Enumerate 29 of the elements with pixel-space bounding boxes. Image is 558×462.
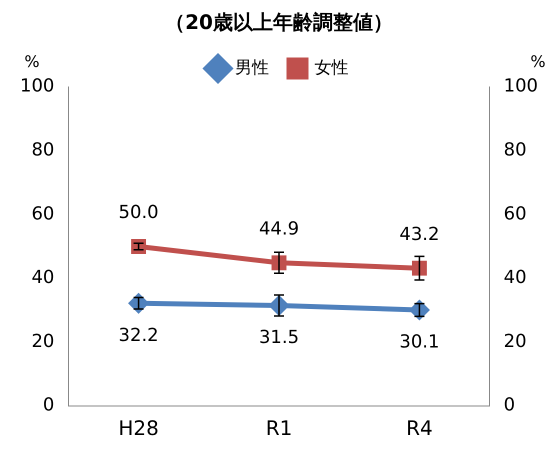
y2-tick-label: 0: [504, 394, 516, 416]
data-label: 31.5: [258, 327, 300, 348]
x-tick-label: R1: [266, 416, 292, 440]
y-tick-label: 100: [20, 76, 54, 97]
y2-axis-title: %: [530, 52, 546, 72]
y-tick-label: 20: [31, 330, 54, 352]
point: [410, 300, 429, 320]
data-label: 44.9: [258, 218, 300, 240]
y2-tick-label: 100: [504, 76, 538, 97]
y2-tick-label: 80: [504, 139, 527, 160]
chart-title: （20歳以上年齢調整値）: [165, 10, 393, 34]
y-tick-label: 0: [42, 394, 54, 416]
y2-tick-label: 60: [504, 203, 527, 224]
data-label: 30.1: [399, 332, 440, 353]
y2-tick-label: 40: [504, 267, 527, 288]
y-axis-title: %: [24, 52, 40, 72]
legend-label: 男性: [235, 58, 269, 78]
data-label: 43.2: [399, 224, 440, 245]
point: [131, 239, 146, 254]
data-label: 50.0: [118, 202, 159, 224]
y-tick-label: 80: [31, 139, 54, 160]
y2-tick-label: 20: [504, 330, 527, 352]
x-tick-label: R4: [406, 416, 433, 440]
y-tick-label: 60: [31, 203, 54, 224]
legend-label: 女性: [314, 58, 348, 78]
point: [129, 294, 148, 313]
data-label: 32.2: [118, 324, 159, 346]
x-tick-label: H28: [118, 416, 159, 440]
y-tick-label: 40: [31, 267, 54, 288]
